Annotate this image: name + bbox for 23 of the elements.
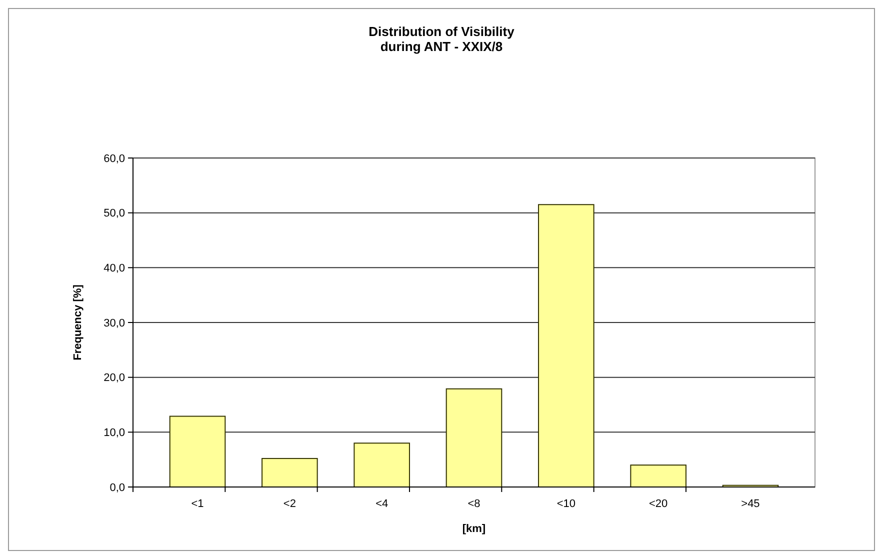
bar — [446, 388, 502, 488]
x-tick-label: >45 — [741, 498, 760, 510]
y-tick-label: 10,0 — [104, 427, 125, 440]
x-tick-label: <8 — [468, 498, 480, 510]
y-tick-label: 40,0 — [104, 262, 125, 275]
bar — [630, 464, 686, 488]
y-tick-label: 30,0 — [104, 317, 125, 330]
bar — [354, 442, 410, 488]
x-tick-label: <2 — [283, 498, 296, 510]
x-tick-label: <4 — [376, 498, 388, 510]
x-tick-label: <20 — [648, 498, 668, 510]
x-tick-label: <10 — [556, 498, 576, 510]
y-tick-label: 20,0 — [104, 372, 125, 384]
y-axis-title: Frequency [%] — [72, 284, 84, 360]
y-tick-label: 0,0 — [110, 482, 125, 494]
x-axis-title: [km] — [462, 523, 486, 535]
y-tick-label: 60,0 — [104, 152, 125, 165]
bar — [538, 204, 594, 488]
x-tick-label: <1 — [191, 498, 204, 510]
bar — [262, 458, 318, 488]
y-tick-label: 50,0 — [104, 208, 125, 220]
chart-title: Distribution of Visibility during ANT - XXIX/8 — [368, 24, 516, 54]
bar — [169, 416, 226, 488]
